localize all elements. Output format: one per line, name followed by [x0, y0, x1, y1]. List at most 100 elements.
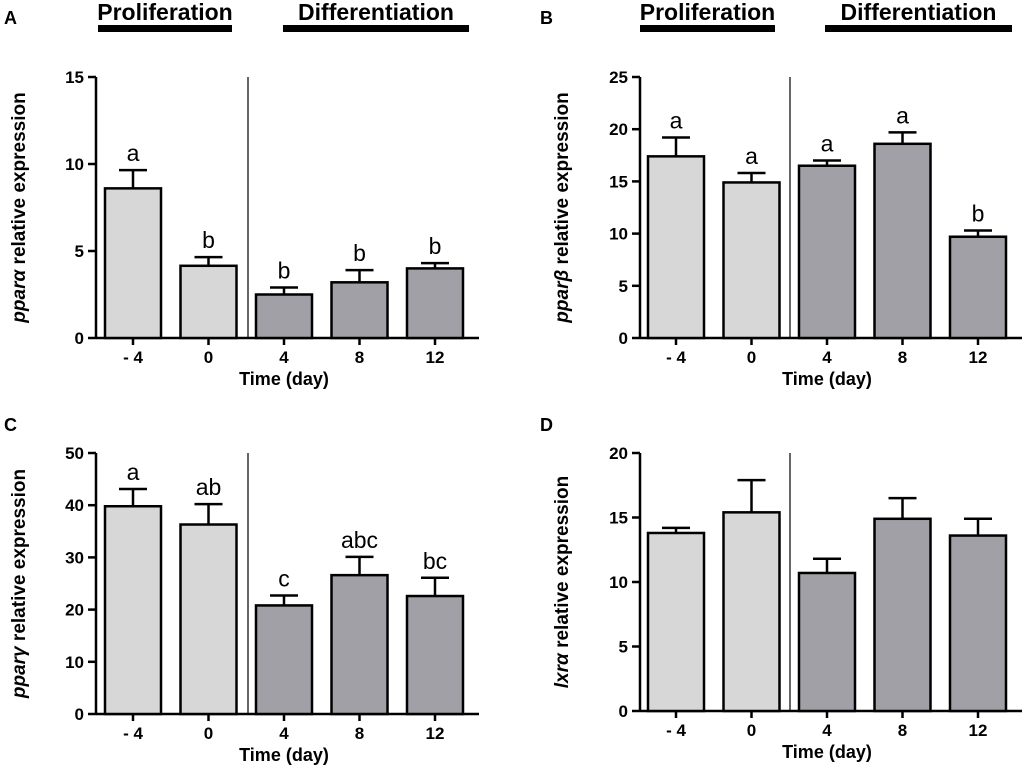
y-tick-label: 20	[609, 444, 628, 463]
y-tick-label: 0	[75, 705, 84, 724]
x-tick-label: 4	[822, 721, 832, 740]
bar	[646, 531, 706, 713]
y-tick-label: 5	[75, 242, 84, 261]
y-axis-label-gene: pparγ	[9, 645, 30, 699]
y-tick-label: 25	[609, 68, 628, 87]
bar	[722, 511, 781, 713]
y-axis-label-gene: pparβ	[552, 270, 573, 324]
x-tick-label: 12	[969, 721, 988, 740]
x-tick-label: - 4	[666, 721, 686, 740]
y-axis-label-text: relative expression	[552, 476, 573, 653]
y-tick-label: 40	[65, 496, 84, 515]
x-tick-label: 8	[355, 348, 364, 367]
significance-letter: b	[202, 227, 215, 253]
y-axis-label-gene: pparα	[9, 269, 30, 324]
bar	[646, 155, 706, 340]
y-axis-label-text: relative expression	[9, 469, 30, 646]
bar	[948, 235, 1008, 340]
bar	[722, 181, 781, 340]
bar	[254, 604, 314, 716]
x-tick-label: - 4	[123, 348, 143, 367]
x-axis-label: Time (day)	[782, 369, 872, 389]
x-tick-label: 4	[279, 348, 289, 367]
differentiation-bar	[283, 25, 469, 32]
x-tick-label: 0	[747, 348, 756, 367]
x-tick-label: 0	[204, 348, 213, 367]
differentiation-label: Differentiation	[298, 0, 454, 25]
y-tick-label: 15	[609, 509, 628, 528]
x-tick-label: 12	[426, 348, 445, 367]
x-axis-label: Time (day)	[239, 745, 329, 765]
panel-letter: D	[540, 415, 553, 435]
x-tick-label: 12	[969, 348, 988, 367]
y-axis-label-text: relative expression	[9, 92, 30, 269]
y-axis-label: pparβ relative expression	[552, 92, 573, 323]
significance-letter: a	[821, 131, 834, 157]
bar	[873, 142, 932, 340]
panel-letter: C	[4, 415, 17, 435]
x-axis-label: Time (day)	[239, 369, 329, 389]
bar	[103, 504, 163, 716]
y-tick-label: 0	[75, 329, 84, 348]
y-tick-label: 10	[65, 155, 84, 174]
y-tick-label: 20	[65, 601, 84, 620]
significance-letter: b	[972, 200, 985, 226]
y-tick-label: 0	[619, 329, 628, 348]
bar	[873, 517, 932, 713]
panel-a: A Proliferation Differentiation 0 5 10 15 pparα…	[4, 0, 479, 389]
significance-letter: bc	[423, 548, 447, 574]
y-tick-label: 5	[619, 277, 628, 296]
bar	[179, 523, 238, 716]
x-axis-label: Time (day)	[782, 742, 872, 762]
proliferation-label: Proliferation	[640, 0, 775, 25]
significance-letter: a	[127, 140, 140, 166]
x-tick-label: - 4	[123, 724, 143, 743]
y-tick-label: 10	[65, 653, 84, 672]
differentiation-bar	[825, 25, 1012, 32]
y-tick-label: 50	[65, 444, 84, 463]
bar	[254, 293, 314, 340]
y-tick-label: 15	[609, 172, 628, 191]
x-tick-label: 8	[898, 348, 907, 367]
significance-letter: abc	[341, 527, 378, 553]
panel-b: B Proliferation Differentiation 0 5 10 15 20 25 p…	[540, 0, 1022, 389]
bar	[797, 164, 857, 340]
y-axis-label-text: relative expression	[552, 92, 573, 269]
bar	[179, 264, 238, 340]
x-tick-label: 12	[426, 724, 445, 743]
y-tick-label: 0	[619, 702, 628, 721]
significance-letter: a	[670, 108, 683, 134]
x-tick-label: 0	[747, 721, 756, 740]
bar	[103, 187, 163, 340]
bar	[405, 594, 465, 716]
x-tick-label: 4	[822, 348, 832, 367]
y-tick-label: 5	[619, 638, 628, 657]
significance-letter: b	[429, 233, 442, 259]
x-tick-label: 0	[204, 724, 213, 743]
significance-letter: a	[896, 102, 909, 128]
x-tick-label: 8	[898, 721, 907, 740]
significance-letter: a	[127, 459, 140, 485]
panel-letter: B	[540, 8, 553, 28]
x-tick-label: 8	[355, 724, 364, 743]
bar	[405, 267, 465, 340]
x-tick-label: - 4	[666, 348, 686, 367]
proliferation-bar	[640, 25, 775, 32]
y-axis-label: pparγ relative expression	[9, 469, 30, 699]
significance-letter: b	[353, 240, 366, 266]
panel-letter: A	[4, 8, 17, 28]
y-axis-label: pparα relative expression	[9, 92, 30, 323]
x-tick-label: 4	[279, 724, 289, 743]
differentiation-label: Differentiation	[841, 0, 997, 25]
bar	[797, 571, 857, 713]
y-tick-label: 10	[609, 225, 628, 244]
y-axis-label-gene: lxrα	[552, 652, 573, 688]
y-tick-label: 30	[65, 548, 84, 567]
bar	[948, 534, 1008, 713]
significance-letter: b	[278, 258, 291, 284]
panel-d: D 0 5 10 15 20 lxrα relative expression - 4 0 4 8 1…	[540, 415, 1022, 762]
proliferation-bar	[98, 25, 232, 32]
significance-letter: a	[745, 143, 758, 169]
